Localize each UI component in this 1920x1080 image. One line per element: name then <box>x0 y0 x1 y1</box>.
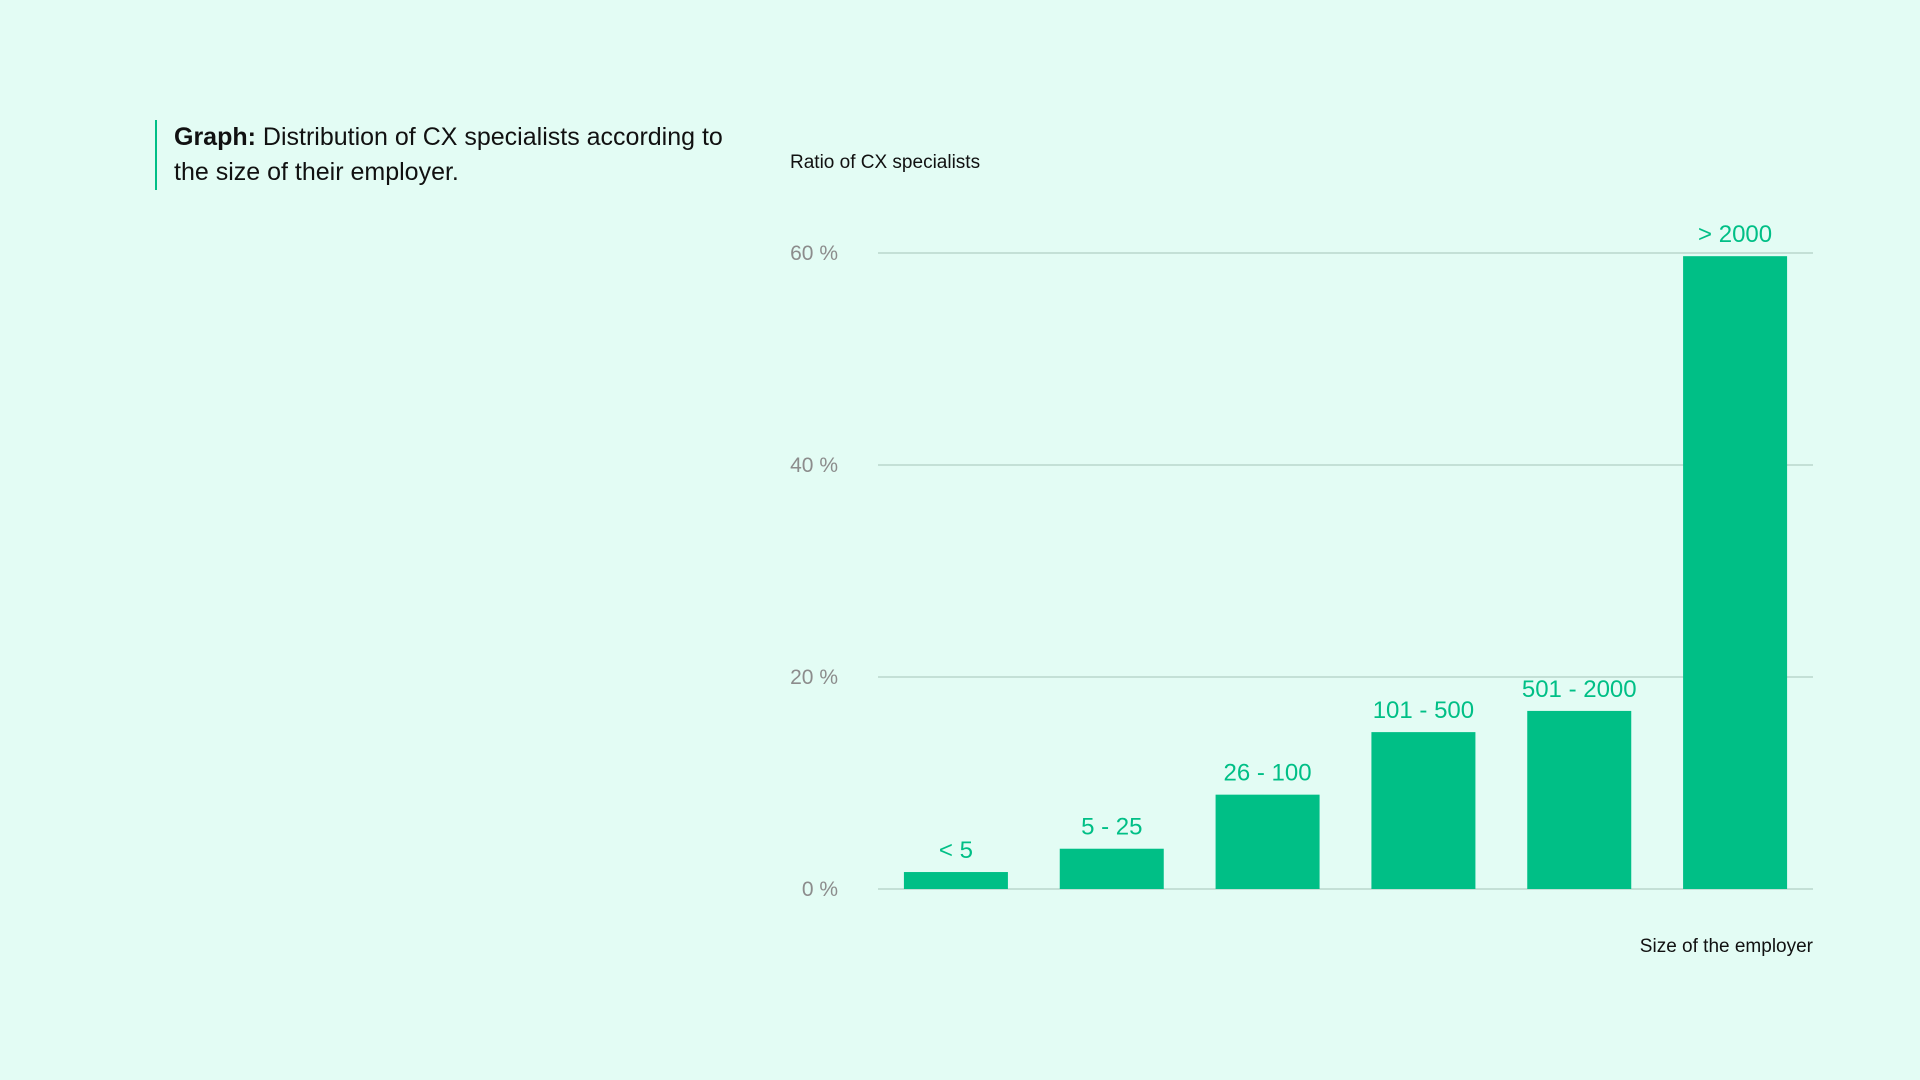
y-tick-label: 40 % <box>790 454 838 477</box>
bar-category-label: < 5 <box>939 837 973 864</box>
bar-category-label: 501 - 2000 <box>1522 676 1637 703</box>
x-axis-label: Size of the employer <box>1640 936 1814 957</box>
bar-category-label: > 2000 <box>1698 221 1772 248</box>
y-tick-labels: 0 % 20 % 40 % 60 % <box>790 242 838 901</box>
chart-caption: Graph: Distribution of CX specialists ac… <box>155 120 734 190</box>
bar <box>903 872 1008 889</box>
y-axis-label: Ratio of CX specialists <box>790 152 980 173</box>
y-tick-label: 60 % <box>790 242 838 265</box>
bar <box>1527 710 1632 889</box>
bar-labels: < 5 5 - 25 26 - 100 101 - 500 501 - 2000 > 20… <box>939 221 1772 864</box>
caption-text: Distribution of CX specialists according… <box>174 123 723 186</box>
bar <box>1215 794 1320 889</box>
bar <box>1371 732 1476 889</box>
bars <box>903 256 1788 889</box>
bar-category-label: 101 - 500 <box>1373 697 1474 724</box>
caption-prefix: Graph: <box>174 123 256 151</box>
bar-category-label: 5 - 25 <box>1081 814 1142 841</box>
y-tick-label: 20 % <box>790 666 838 689</box>
grid-lines <box>878 252 1813 890</box>
bar <box>1683 256 1788 889</box>
bar <box>1059 848 1164 889</box>
y-tick-label: 0 % <box>802 878 838 901</box>
bar-category-label: 26 - 100 <box>1224 760 1312 787</box>
